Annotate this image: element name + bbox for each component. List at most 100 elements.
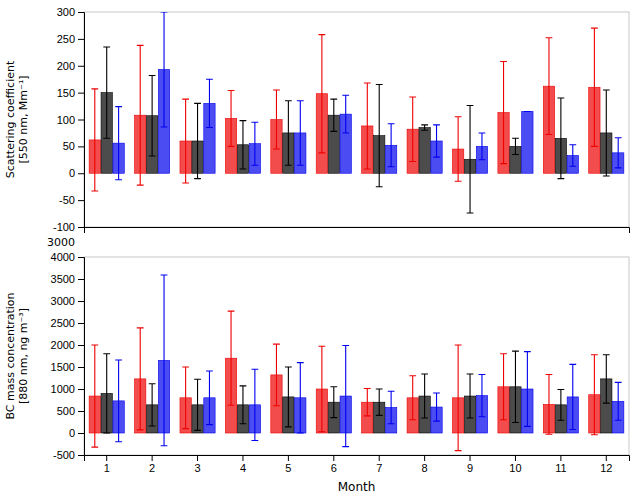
error-bar — [228, 311, 235, 405]
tick-mark — [78, 257, 84, 258]
tick: -100 — [53, 221, 84, 233]
tick: 10 — [509, 455, 521, 474]
tick-label: 4000 — [51, 251, 75, 263]
plot-area — [89, 275, 624, 451]
plot-frame — [84, 12, 629, 227]
y-axis: -100-50050100150200250300 — [53, 6, 85, 233]
tick-mark — [78, 389, 84, 390]
tick-mark — [560, 455, 561, 461]
tick: 2 — [149, 455, 155, 474]
tick-mark — [78, 173, 84, 174]
tick: 4 — [240, 455, 246, 474]
bar — [522, 111, 533, 173]
axis-title-line: [880 nm, ng m⁻³] — [17, 308, 30, 404]
error-bar — [388, 391, 395, 424]
tick-mark — [78, 200, 84, 201]
tick-label: 250 — [57, 33, 75, 45]
tick-label: 1 — [104, 462, 110, 474]
tick-label: 1500 — [51, 361, 75, 373]
error-bar — [91, 89, 98, 191]
axis-title-line: Scattering coefficient — [4, 60, 17, 178]
error-bar — [115, 107, 122, 180]
error-bar — [206, 371, 213, 425]
tick-mark — [78, 120, 84, 121]
tick: 12 — [600, 455, 612, 474]
tick-label: 0 — [69, 427, 75, 439]
tick-label: -500 — [53, 449, 75, 461]
error-bar — [557, 389, 564, 420]
tick-label: 3000 — [51, 295, 75, 307]
tick-label: 2000 — [51, 339, 75, 351]
tick-label: 5 — [285, 462, 291, 474]
series — [89, 311, 600, 450]
tick: 250 — [57, 33, 84, 45]
tick: -500 — [53, 449, 84, 461]
error-bar — [524, 352, 531, 427]
error-bar — [455, 345, 462, 451]
tick: 1500 — [51, 361, 84, 373]
tick-mark — [152, 455, 153, 461]
tick: 0 — [69, 427, 84, 439]
tick: 1 — [104, 455, 110, 474]
error-bar — [137, 45, 144, 185]
error-bar — [546, 38, 553, 135]
error-bar — [455, 117, 462, 182]
axis-title: Scattering coefficient[550 nm, Mm⁻¹] — [4, 60, 30, 178]
tick-label: 10 — [509, 462, 521, 474]
tick: 0 — [69, 167, 84, 179]
error-bar — [330, 387, 337, 418]
y-axis: -50005001000150020002500300035004000 — [51, 251, 85, 461]
tick: 150 — [57, 87, 84, 99]
tick: 3 — [194, 455, 200, 474]
error-bar — [194, 379, 201, 430]
tick: 2000 — [51, 339, 84, 351]
tick-label: 7 — [376, 462, 382, 474]
bar — [419, 128, 430, 174]
error-bar — [182, 99, 189, 183]
error-bar — [342, 95, 349, 133]
series — [113, 12, 624, 180]
error-bar — [512, 351, 519, 422]
error-bar — [479, 374, 486, 416]
tick-mark — [78, 279, 84, 280]
tick: 4000 — [51, 251, 84, 263]
tick-mark — [242, 455, 243, 461]
tick-mark — [78, 345, 84, 346]
chart: -100-50050100150200250300Scattering coef… — [0, 0, 643, 499]
axis-title: BC mass concentration[880 nm, ng m⁻³] — [4, 292, 30, 419]
tick: 6 — [331, 455, 337, 474]
plot-frame — [84, 257, 629, 455]
tick: 2500 — [51, 317, 84, 329]
error-bar — [161, 275, 168, 446]
axis-line — [85, 228, 630, 234]
axis-title: Month — [338, 480, 376, 494]
tick-label: 2 — [149, 462, 155, 474]
error-bar — [376, 85, 383, 187]
error-bar — [206, 79, 213, 127]
series — [113, 275, 624, 447]
tick-mark — [424, 455, 425, 461]
tick-label: 9 — [467, 462, 473, 474]
error-bar — [194, 103, 201, 178]
tick: -50 — [59, 194, 84, 206]
tick-label: -50 — [59, 194, 75, 206]
error-bar — [228, 90, 235, 146]
error-bar — [182, 367, 189, 429]
axis-title-line: [550 nm, Mm⁻¹] — [17, 75, 30, 163]
tick-mark — [78, 367, 84, 368]
tick-label: 12 — [600, 462, 612, 474]
error-bar — [137, 328, 144, 430]
error-bar — [557, 98, 564, 179]
tick: 7 — [376, 455, 382, 474]
tick-label: 0 — [69, 167, 75, 179]
tick-label: 3500 — [51, 273, 75, 285]
error-bar — [342, 345, 349, 446]
axis-title-line: BC mass concentration — [4, 292, 17, 419]
tick: 200 — [57, 60, 84, 72]
tick-mark — [515, 455, 516, 461]
tick: 100 — [57, 114, 84, 126]
x-axis — [85, 228, 630, 234]
error-bar — [240, 121, 247, 169]
tick-label: 100 — [57, 114, 75, 126]
error-bar — [433, 125, 440, 157]
